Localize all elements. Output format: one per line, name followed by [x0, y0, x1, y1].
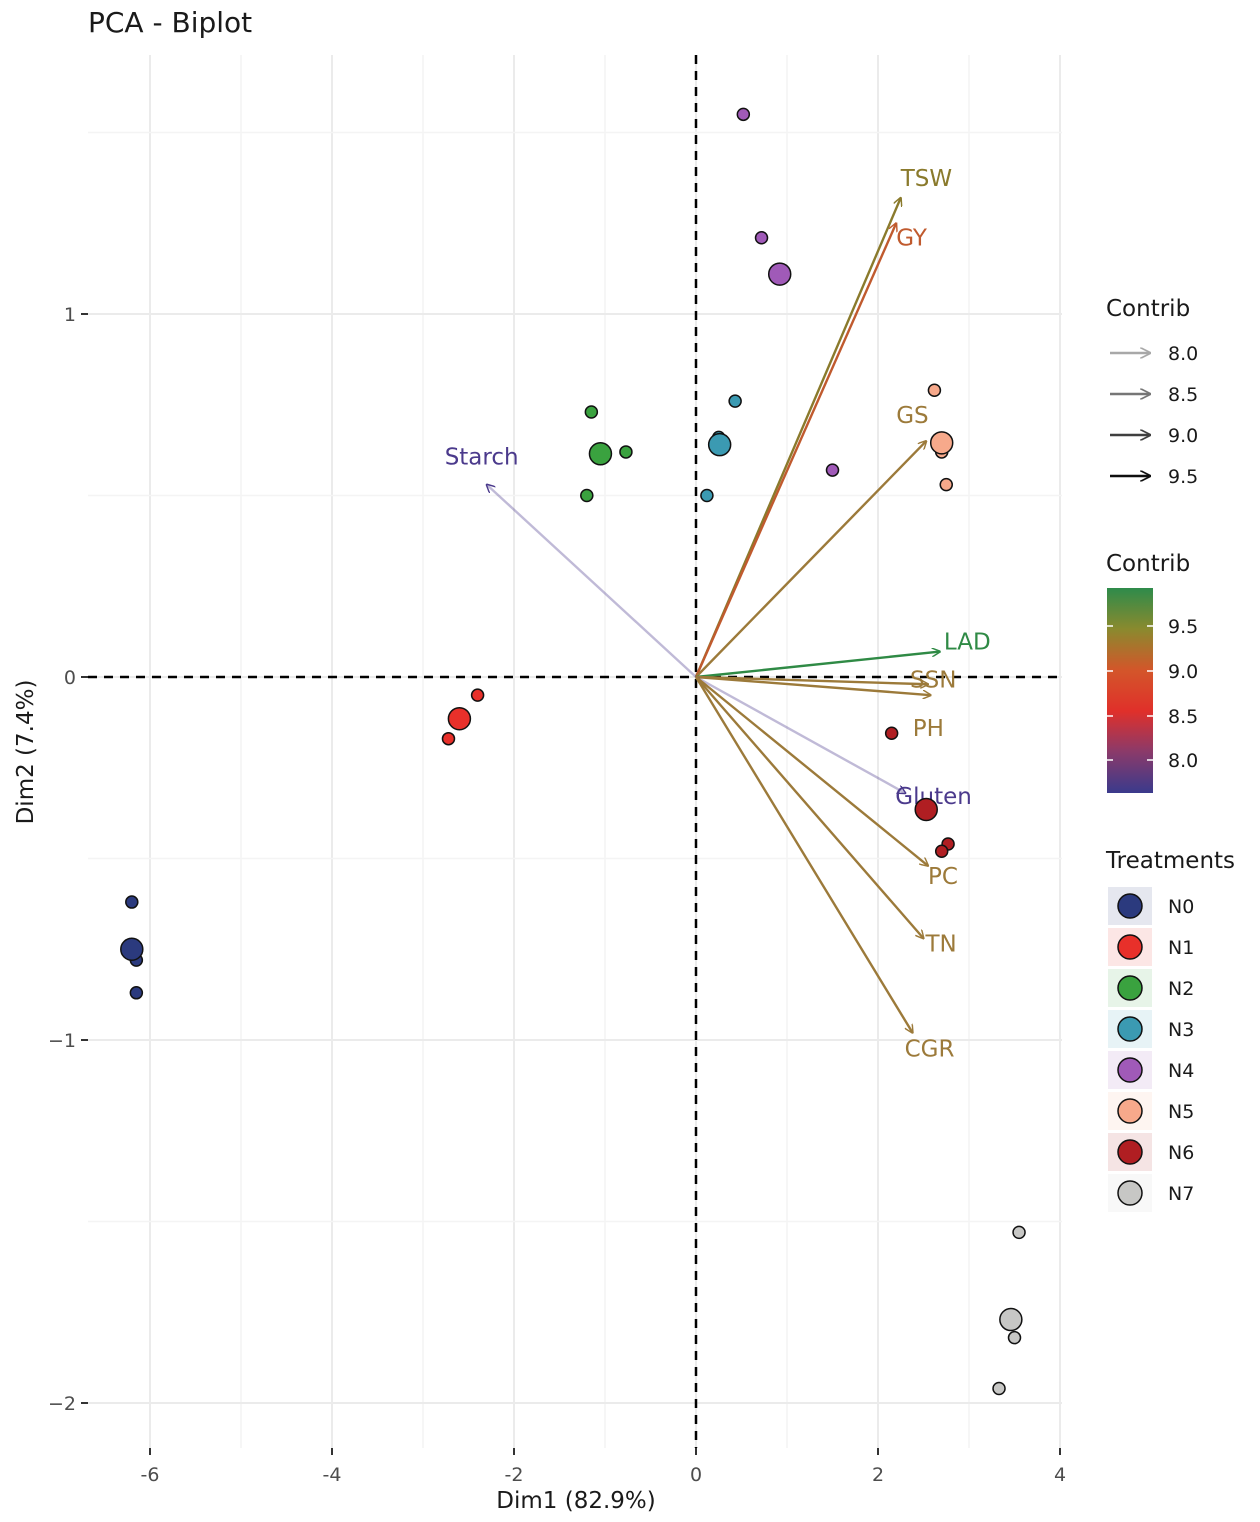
x-axis-label: Dim1 (82.9%) — [496, 1488, 655, 1514]
y-tick-label: −1 — [48, 1030, 76, 1052]
treatment-key-n2 — [1117, 975, 1143, 1001]
data-point-n6 — [934, 844, 949, 858]
variable-arrow-gluten — [695, 675, 905, 793]
contrib-color-legend-title: Contrib — [1106, 551, 1190, 577]
variable-label-gy: GY — [896, 225, 928, 251]
centroid-point-n6 — [914, 797, 938, 822]
centroid-point-n0 — [120, 937, 144, 961]
treatment-key-n7 — [1117, 1180, 1143, 1206]
data-point-n5 — [939, 477, 953, 492]
variable-arrow-starch — [487, 485, 697, 678]
variable-arrow-gs — [695, 441, 926, 678]
variable-arrow-cgr — [694, 676, 913, 1033]
treatment-label-n6: N6 — [1168, 1142, 1194, 1164]
variable-arrow-ph — [695, 675, 931, 695]
grid-lines — [88, 55, 1062, 1448]
colorbar-label: 8.5 — [1168, 706, 1198, 728]
centroid-point-n2 — [588, 442, 613, 466]
legends: Contrib Contrib Treatments 8.0 8.5 9.0 9.5 9… — [1105, 296, 1235, 1212]
data-point-n4 — [754, 231, 769, 245]
x-tick-label: 4 — [1054, 1464, 1066, 1486]
treatment-label-n2: N2 — [1168, 978, 1194, 1000]
axes: -6 -4 -2 0 2 4 −2 −1 0 1 — [48, 304, 1066, 1486]
data-point-n3 — [700, 488, 714, 503]
variable-arrow-tn — [695, 676, 924, 938]
treatments-legend-title: Treatments — [1105, 848, 1235, 874]
data-point-n7 — [1012, 1225, 1026, 1240]
colorbar-label: 8.0 — [1168, 750, 1198, 772]
contrib-arrow-label: 9.0 — [1168, 425, 1198, 447]
treatment-label-n5: N5 — [1168, 1101, 1194, 1123]
data-point-n0 — [129, 986, 144, 1000]
variable-label-pc: PC — [928, 864, 958, 890]
centroid-point-n3 — [707, 432, 732, 457]
treatment-label-n1: N1 — [1168, 937, 1194, 959]
treatment-label-n4: N4 — [1168, 1060, 1194, 1082]
variable-label-tn: TN — [925, 931, 957, 957]
variable-label-ph: PH — [913, 716, 944, 742]
centroid-point-n5 — [929, 431, 954, 455]
data-point-n2 — [580, 488, 594, 503]
contrib-arrow-label: 9.5 — [1168, 466, 1198, 488]
treatment-label-n0: N0 — [1168, 896, 1194, 918]
data-point-n2 — [584, 405, 599, 419]
centroid-point-n4 — [767, 262, 792, 286]
variable-label-cgr: CGR — [905, 1037, 955, 1063]
contrib-arrow-label: 8.0 — [1168, 343, 1198, 365]
data-point-n4 — [736, 107, 751, 122]
y-tick-label: 1 — [64, 304, 76, 326]
treatment-key-n6 — [1117, 1139, 1143, 1165]
centroid-point-n1 — [447, 706, 472, 731]
data-point-n2 — [619, 445, 633, 459]
contrib-colorbar — [1107, 588, 1153, 793]
variable-label-starch: Starch — [445, 445, 519, 471]
variable-arrow-pc — [695, 676, 928, 866]
treatment-key-n4 — [1117, 1057, 1143, 1083]
x-tick-label: 2 — [872, 1464, 884, 1486]
variable-arrow-gy — [694, 223, 896, 678]
x-tick-label: -4 — [323, 1464, 342, 1486]
data-point-n3 — [728, 394, 742, 408]
data-point-n0 — [125, 895, 139, 909]
variable-label-tsw: TSW — [900, 166, 952, 192]
variable-arrow-ssn — [695, 675, 928, 684]
variable-label-ssn: SSN — [910, 667, 956, 693]
treatment-label-n3: N3 — [1168, 1019, 1194, 1041]
variable-label-lad: LAD — [944, 630, 991, 656]
y-tick-label: 0 — [64, 667, 76, 689]
data-point-n1 — [441, 731, 456, 746]
data-point-n7 — [1007, 1330, 1022, 1345]
treatment-key-n5 — [1117, 1098, 1143, 1124]
colorbar-label: 9.5 — [1168, 616, 1198, 638]
centroid-point-n7 — [999, 1307, 1023, 1332]
x-tick-label: 0 — [690, 1464, 702, 1486]
chart-title: PCA - Biplot — [88, 6, 252, 39]
x-tick-label: -6 — [141, 1464, 160, 1486]
treatment-key-n1 — [1117, 934, 1143, 960]
contrib-arrow-legend-title: Contrib — [1106, 296, 1190, 322]
data-point-n1 — [470, 688, 485, 702]
y-axis-label: Dim2 (7.4%) — [13, 680, 39, 825]
colorbar-label: 9.0 — [1168, 661, 1198, 683]
x-tick-label: -2 — [505, 1464, 524, 1486]
data-point-n6 — [884, 726, 899, 741]
data-point-n5 — [927, 383, 942, 397]
treatment-key-n3 — [1117, 1016, 1143, 1042]
contrib-arrow-label: 8.5 — [1168, 384, 1198, 406]
treatment-label-n7: N7 — [1168, 1183, 1194, 1205]
data-point-n4 — [825, 463, 840, 477]
treatment-key-n0 — [1117, 893, 1143, 919]
treatment-points — [120, 107, 1026, 1396]
variable-arrow-lad — [695, 652, 940, 679]
y-tick-label: −2 — [48, 1393, 76, 1415]
variable-label-gs: GS — [896, 403, 928, 429]
data-point-n7 — [992, 1381, 1006, 1396]
